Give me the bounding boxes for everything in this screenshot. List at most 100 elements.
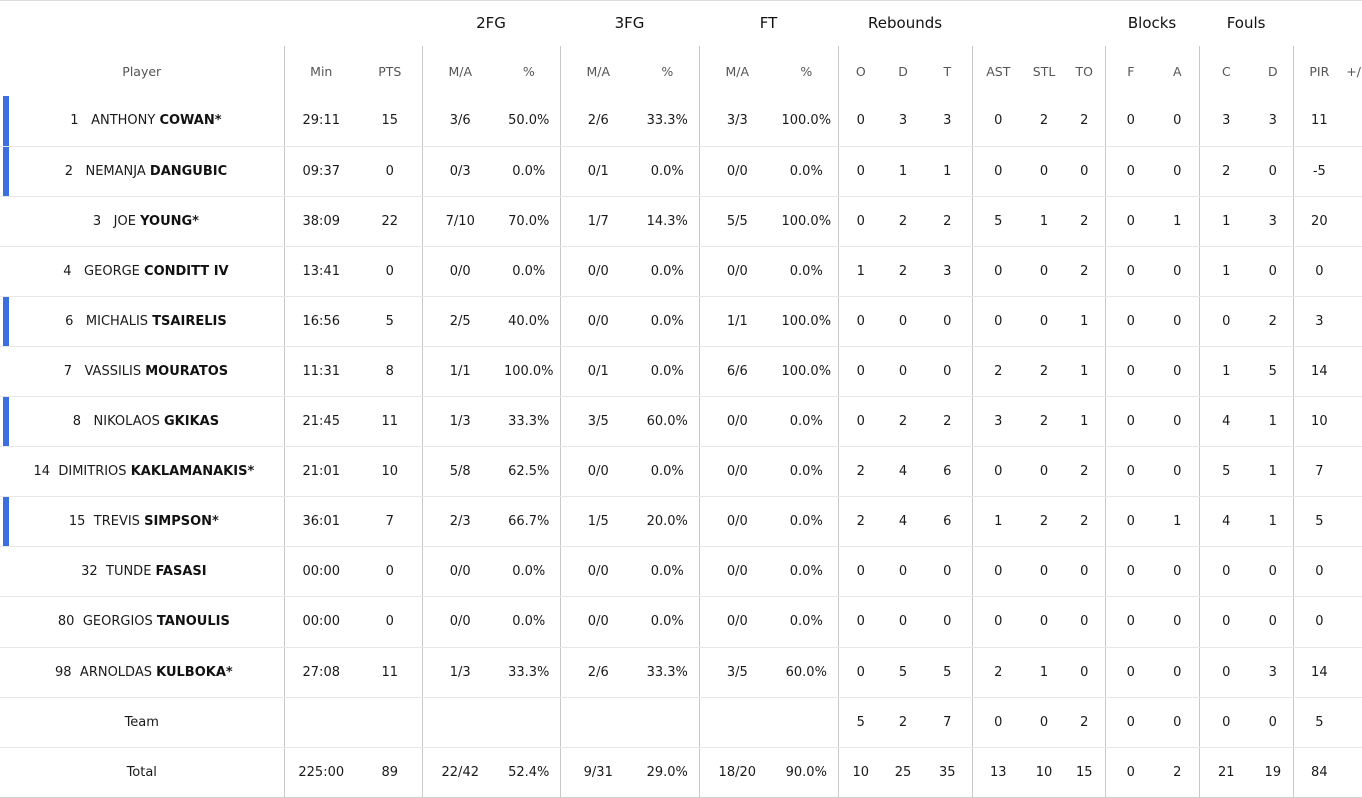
- player-first-name: ARNOLDAS: [79, 664, 152, 680]
- cell-reb-d: 0: [883, 346, 924, 398]
- group-header-row: 2FG 3FG FT Rebounds Blocks Fouls: [0, 0, 1362, 46]
- cell-ast: 13: [971, 747, 1025, 798]
- player-last-name[interactable]: TANOULIS: [156, 614, 230, 630]
- cell-min: 21:01: [283, 446, 358, 498]
- cell-pts: 5: [358, 296, 422, 347]
- player-row[interactable]: 32 TUNDE FASASI 00:00 0 0/0 0.0% 0/0 0.0% 0/0 0.…: [0, 546, 1362, 598]
- cell-ast: 0: [971, 546, 1025, 598]
- player-row[interactable]: 2 NEMANJA DANGUBIC 09:37 0 0/3 0.0% 0/1 0.0% 0/…: [0, 146, 1362, 197]
- player-row[interactable]: 4 GEORGE CONDITT IV 13:41 0 0/0 0.0% 0/0 0.0% 0…: [0, 246, 1362, 297]
- header-pts[interactable]: PTS: [378, 63, 402, 79]
- player-cell[interactable]: 6 MICHALIS TSAIRELIS: [0, 296, 284, 347]
- cell-reb-d: 2: [883, 396, 924, 448]
- cell-min: [283, 697, 358, 748]
- header-3fg-pct[interactable]: %: [661, 63, 674, 79]
- header-2fg-ma[interactable]: M/A: [421, 46, 498, 96]
- header-player[interactable]: Player: [122, 63, 162, 79]
- cell-pts: 10: [358, 446, 422, 498]
- cell-blk-a: 1: [1156, 196, 1200, 247]
- header-to[interactable]: TO: [1075, 63, 1094, 79]
- player-last-name[interactable]: SIMPSON: [144, 514, 213, 530]
- cell-ft-ma: 5/5: [698, 196, 776, 247]
- cell-fg2-ma: 0/0: [421, 546, 498, 598]
- player-cell[interactable]: 8 NIKOLAOS GKIKAS: [0, 396, 284, 448]
- header-reb-d[interactable]: D: [898, 63, 908, 79]
- cell-ast: 0: [971, 446, 1025, 498]
- player-row[interactable]: 15 TREVIS SIMPSON* 36:01 7 2/3 66.7% 1/5 20.0%…: [0, 496, 1362, 548]
- cell-plus-minus: [1345, 96, 1362, 147]
- header-blk-a[interactable]: A: [1173, 63, 1182, 79]
- header-stl[interactable]: STL: [1032, 63, 1056, 79]
- cell-blk-a: 0: [1156, 146, 1200, 197]
- cell-ft-ma: 3/3: [698, 96, 776, 147]
- player-cell[interactable]: 15 TREVIS SIMPSON*: [0, 496, 284, 548]
- cell-blk-f: 0: [1104, 647, 1157, 698]
- player-last-name[interactable]: GKIKAS: [163, 414, 220, 430]
- player-last-name[interactable]: FASASI: [155, 564, 207, 580]
- player-row[interactable]: 8 NIKOLAOS GKIKAS 21:45 11 1/3 33.3% 3/5 60.0%…: [0, 396, 1362, 448]
- player-last-name[interactable]: MOURATOS: [145, 364, 229, 380]
- player-row[interactable]: 3 JOE YOUNG* 38:09 22 7/10 70.0% 1/7 14.3% 5/5 1…: [0, 196, 1362, 247]
- group-2fg: 2FG: [476, 14, 506, 32]
- player-row[interactable]: 7 VASSILIS MOURATOS 11:31 8 1/1 100.0% 0/1 0.0…: [0, 346, 1362, 398]
- header-plus-minus[interactable]: +/: [1346, 63, 1361, 79]
- cell-ft-ma: 0/0: [698, 396, 776, 448]
- cell-foul-c: 4: [1198, 396, 1254, 448]
- cell-foul-d: 1: [1253, 396, 1294, 448]
- cell-fg2-ma: 5/8: [421, 446, 498, 498]
- cell-reb-t: 2: [923, 196, 973, 247]
- cell-blk-f: 0: [1104, 246, 1157, 297]
- header-foul-c[interactable]: C: [1198, 46, 1254, 96]
- header-ast[interactable]: AST: [971, 46, 1025, 96]
- player-last-name[interactable]: TSAIRELIS: [152, 313, 227, 329]
- cell-reb-t: 3: [923, 246, 973, 297]
- cell-pts: 0: [358, 596, 422, 648]
- player-cell[interactable]: 14 DIMITRIOS KAKLAMANAKIS*: [0, 446, 284, 498]
- header-reb-o[interactable]: O: [837, 46, 884, 96]
- cell-fg3-pct: 0.0%: [636, 446, 700, 498]
- cell-fg2-ma: 1/3: [421, 647, 498, 698]
- player-cell[interactable]: 80 GEORGIOS TANOULIS: [0, 596, 284, 648]
- player-last-name[interactable]: KAKLAMANAKIS: [130, 464, 248, 480]
- header-ft-pct[interactable]: %: [800, 63, 813, 79]
- player-last-name[interactable]: KULBOKA: [156, 664, 226, 680]
- header-reb-t[interactable]: T: [943, 63, 952, 79]
- cell-pir: 0: [1292, 246, 1346, 297]
- header-3fg-ma[interactable]: M/A: [559, 46, 637, 96]
- player-cell[interactable]: 98 ARNOLDAS KULBOKA*: [0, 647, 284, 698]
- cell-blk-a: 0: [1156, 396, 1200, 448]
- cell-pir: 0: [1292, 596, 1346, 648]
- team-label: Team: [0, 697, 284, 748]
- player-row[interactable]: 98 ARNOLDAS KULBOKA* 27:08 11 1/3 33.3% 2/6 33…: [0, 647, 1362, 698]
- player-last-name[interactable]: COWAN: [159, 113, 215, 129]
- player-cell[interactable]: 1 ANTHONY COWAN*: [0, 96, 284, 147]
- cell-fg3-ma: 1/7: [559, 196, 637, 247]
- header-min[interactable]: Min: [283, 46, 358, 96]
- cell-fg2-pct: 33.3%: [498, 396, 561, 448]
- cell-pir: 84: [1292, 747, 1346, 798]
- cell-reb-o: 0: [837, 546, 884, 598]
- cell-fg2-pct: 70.0%: [498, 196, 561, 247]
- player-last-name[interactable]: YOUNG: [140, 213, 193, 229]
- group-blocks: Blocks: [1127, 14, 1177, 32]
- player-cell[interactable]: 2 NEMANJA DANGUBIC: [0, 146, 284, 197]
- header-foul-d[interactable]: D: [1268, 63, 1278, 79]
- player-row[interactable]: 6 MICHALIS TSAIRELIS 16:56 5 2/5 40.0% 0/0 0.0…: [0, 296, 1362, 347]
- player-last-name[interactable]: CONDITT IV: [144, 263, 229, 279]
- player-row[interactable]: 80 GEORGIOS TANOULIS 00:00 0 0/0 0.0% 0/0 0.0%…: [0, 596, 1362, 648]
- player-first-name: MICHALIS: [85, 313, 149, 329]
- cell-fg3-pct: 0.0%: [636, 596, 700, 648]
- cell-fg3-ma: 0/0: [559, 546, 637, 598]
- header-pir[interactable]: PIR: [1292, 46, 1346, 96]
- player-cell[interactable]: 32 TUNDE FASASI: [0, 546, 284, 598]
- player-cell[interactable]: 7 VASSILIS MOURATOS: [0, 346, 284, 398]
- header-ft-ma[interactable]: M/A: [698, 46, 776, 96]
- player-row[interactable]: 14 DIMITRIOS KAKLAMANAKIS* 21:01 10 5/8 62.5…: [0, 446, 1362, 498]
- player-number: 3: [92, 213, 102, 229]
- player-cell[interactable]: 4 GEORGE CONDITT IV: [0, 246, 284, 297]
- player-row[interactable]: 1 ANTHONY COWAN* 29:11 15 3/6 50.0% 2/6 33.3% 3…: [0, 96, 1362, 147]
- player-last-name[interactable]: DANGUBIC: [149, 163, 228, 179]
- player-cell[interactable]: 3 JOE YOUNG*: [0, 196, 284, 247]
- header-2fg-pct[interactable]: %: [522, 63, 535, 79]
- header-blk-f[interactable]: F: [1104, 46, 1157, 96]
